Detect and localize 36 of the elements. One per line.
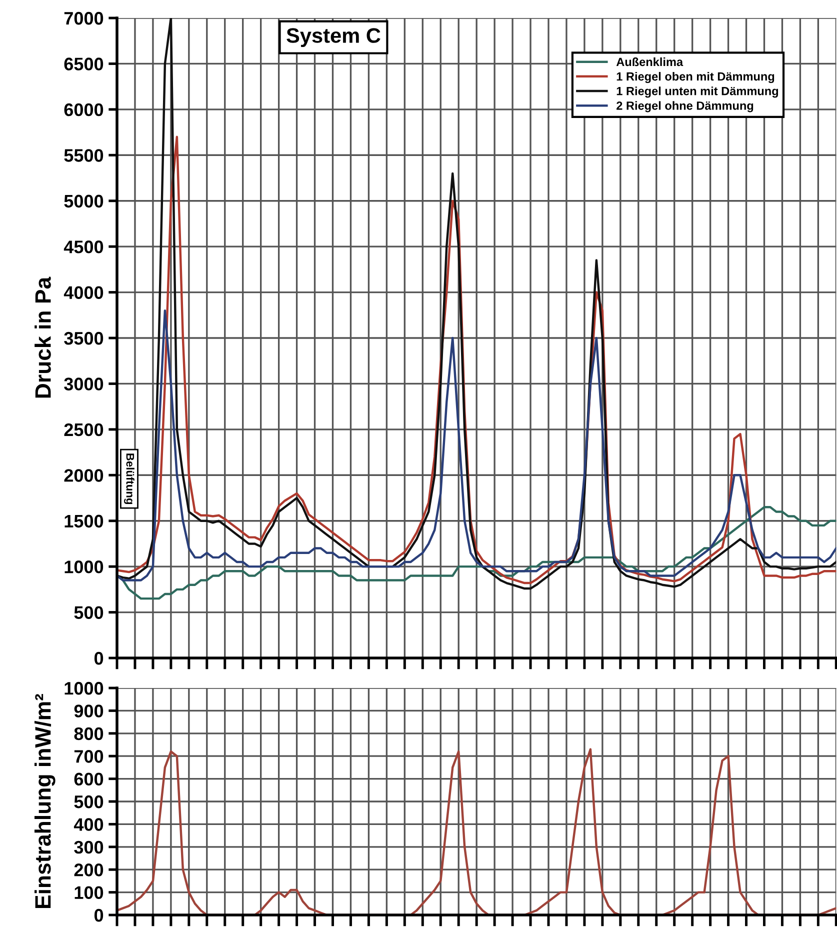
legend-label: Außenklima (616, 57, 684, 66)
y-tick-label: 1000 (64, 560, 104, 574)
y-tick-label: 200 (74, 864, 104, 876)
legend-label: 1 Riegel oben mit Dämmung (616, 72, 774, 84)
y-tick-label: 600 (74, 772, 104, 786)
legend-label: 1 Riegel unten mit Dämmung (616, 86, 778, 98)
annotation: Belüftung (124, 454, 134, 504)
y-tick-label: 900 (74, 704, 104, 718)
y-tick-label: 5500 (64, 149, 104, 162)
y-tick-label: 5000 (64, 194, 104, 208)
y-tick-label: 500 (74, 795, 104, 808)
y-tick-label: 100 (74, 886, 104, 900)
y-tick-label: 800 (74, 727, 104, 740)
y-tick-label: 1500 (64, 514, 104, 528)
chart-title: System C (286, 28, 380, 48)
y-tick-label: 2000 (64, 469, 104, 482)
y-tick-label: 1000 (64, 682, 104, 695)
y-tick-label: 4000 (64, 286, 104, 300)
y-axis-title: Einstrahlung inW/m² (34, 694, 56, 908)
y-tick-label: 7000 (64, 12, 104, 25)
y-tick-label: 4500 (64, 240, 104, 254)
y-tick-label: 2500 (64, 423, 104, 436)
y-tick-label: 6500 (64, 58, 104, 70)
y-tick-label: 500 (74, 606, 104, 620)
y-tick-label: 3500 (64, 332, 104, 345)
y-tick-label: 6000 (64, 103, 104, 116)
legend-label: 2 Riegel ohne Dämmung (616, 101, 754, 112)
y-tick-label: 300 (74, 840, 104, 854)
y-tick-label: 3000 (64, 378, 104, 390)
y-tick-label: 0 (94, 908, 104, 922)
y-tick-label: 0 (94, 652, 104, 665)
y-tick-label: 700 (74, 750, 104, 763)
line-series (117, 136, 836, 584)
y-tick-label: 400 (74, 818, 104, 831)
line-series (117, 309, 836, 582)
y-axis-title: Druck in Pa (34, 276, 51, 398)
